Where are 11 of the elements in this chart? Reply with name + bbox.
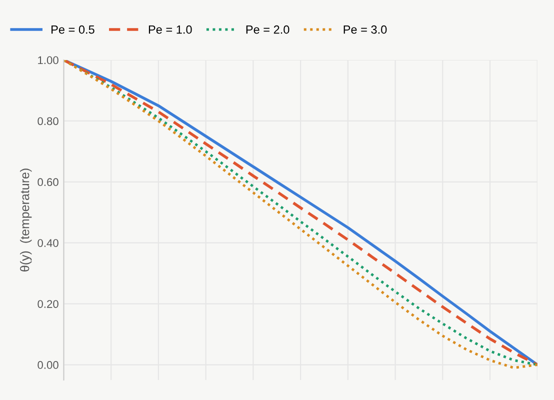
y-tick-label: 0.20 (38, 300, 58, 308)
y-tick-label: 0.40 (38, 239, 58, 247)
y-tick-label: 1.00 (38, 56, 58, 64)
y-axis-title: θ(y) (temperature) (20, 168, 32, 272)
y-tick-label: 0.00 (38, 361, 58, 369)
legend-label: Pe = 2.0 (246, 25, 290, 34)
legend-label: Pe = 0.5 (52, 25, 94, 34)
y-tick-label: 0.60 (38, 178, 58, 186)
legend-label: Pe = 3.0 (344, 25, 387, 34)
y-tick-label: 0.80 (38, 117, 58, 126)
legend-label: Pe = 1.0 (148, 25, 192, 34)
